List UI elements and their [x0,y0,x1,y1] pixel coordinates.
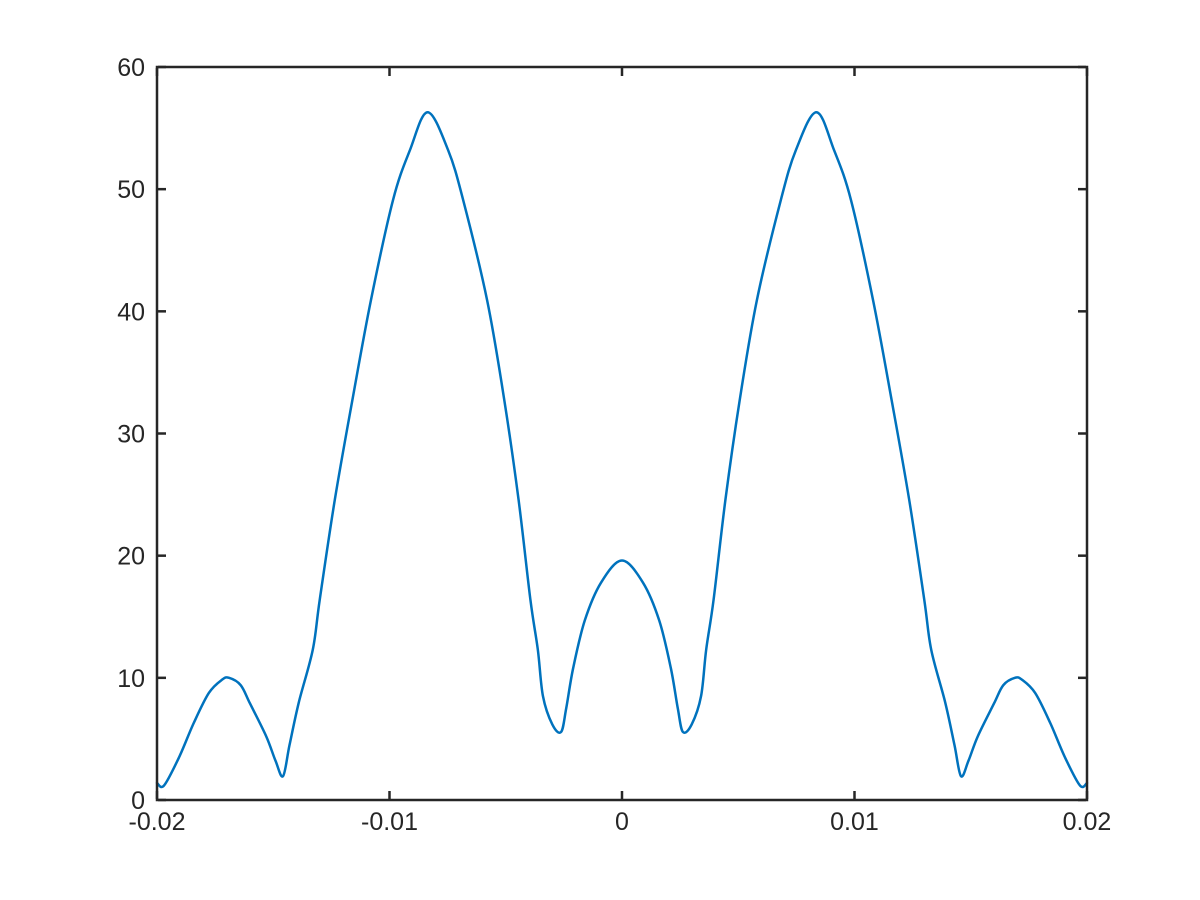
y-tick-label: 30 [117,421,145,449]
x-tick-label: 0.02 [1063,808,1112,836]
x-tick-label: 0.01 [830,808,879,836]
data-series-line [155,110,1089,789]
y-tick-label: 20 [117,543,145,571]
x-tick-label: -0.01 [361,808,418,836]
x-tick-label: -0.02 [129,808,186,836]
y-tick-label: 10 [117,665,145,693]
y-tick-label: 0 [131,787,145,815]
axes-box [155,65,1089,802]
y-tick-label: 40 [117,298,145,326]
x-tick-label: 0 [615,808,629,836]
y-tick-label: 50 [117,176,145,204]
y-tick-label: 60 [117,54,145,82]
